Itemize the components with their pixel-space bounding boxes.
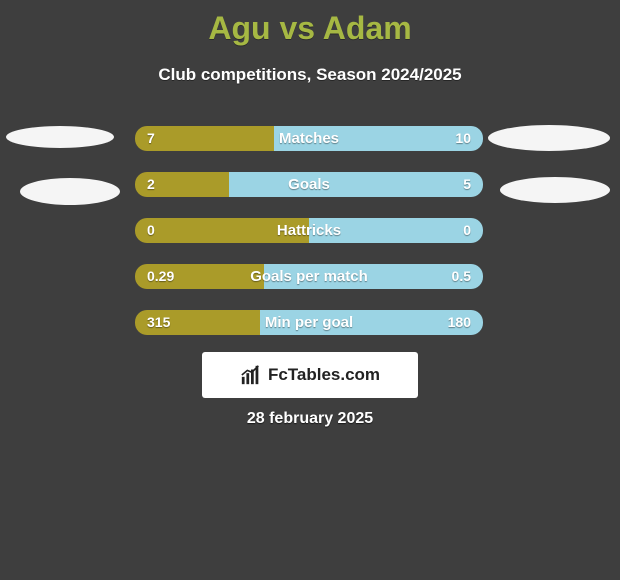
- subtitle: Club competitions, Season 2024/2025: [0, 65, 620, 85]
- bar-left-fill: [135, 264, 264, 289]
- avatar-right-2: [488, 125, 610, 151]
- comparison-bars: 710Matches 25Goals 00Hattricks 0.290.5Goals…: [135, 126, 483, 356]
- bar-row-matches: 710Matches: [135, 126, 483, 151]
- bar-row-goals: 25Goals: [135, 172, 483, 197]
- bar-right-fill: [229, 172, 483, 197]
- bar-right-fill: [260, 310, 483, 335]
- watermark-text: FcTables.com: [268, 365, 380, 385]
- avatar-right-3: [500, 177, 610, 203]
- watermark: FcTables.com: [202, 352, 418, 398]
- bar-right-fill: [309, 218, 483, 243]
- avatar-left-0: [6, 126, 114, 148]
- bar-left-fill: [135, 172, 229, 197]
- page-title: Agu vs Adam: [0, 0, 620, 47]
- bar-left-fill: [135, 310, 260, 335]
- bar-right-fill: [264, 264, 483, 289]
- date-label: 28 february 2025: [0, 410, 620, 428]
- bar-row-goals-per-match: 0.290.5Goals per match: [135, 264, 483, 289]
- bar-left-fill: [135, 126, 274, 151]
- avatar-left-1: [20, 178, 120, 205]
- bar-right-fill: [274, 126, 483, 151]
- chart-icon: [240, 364, 262, 386]
- bar-row-hattricks: 00Hattricks: [135, 218, 483, 243]
- bar-row-min-per-goal: 315180Min per goal: [135, 310, 483, 335]
- bar-left-fill: [135, 218, 309, 243]
